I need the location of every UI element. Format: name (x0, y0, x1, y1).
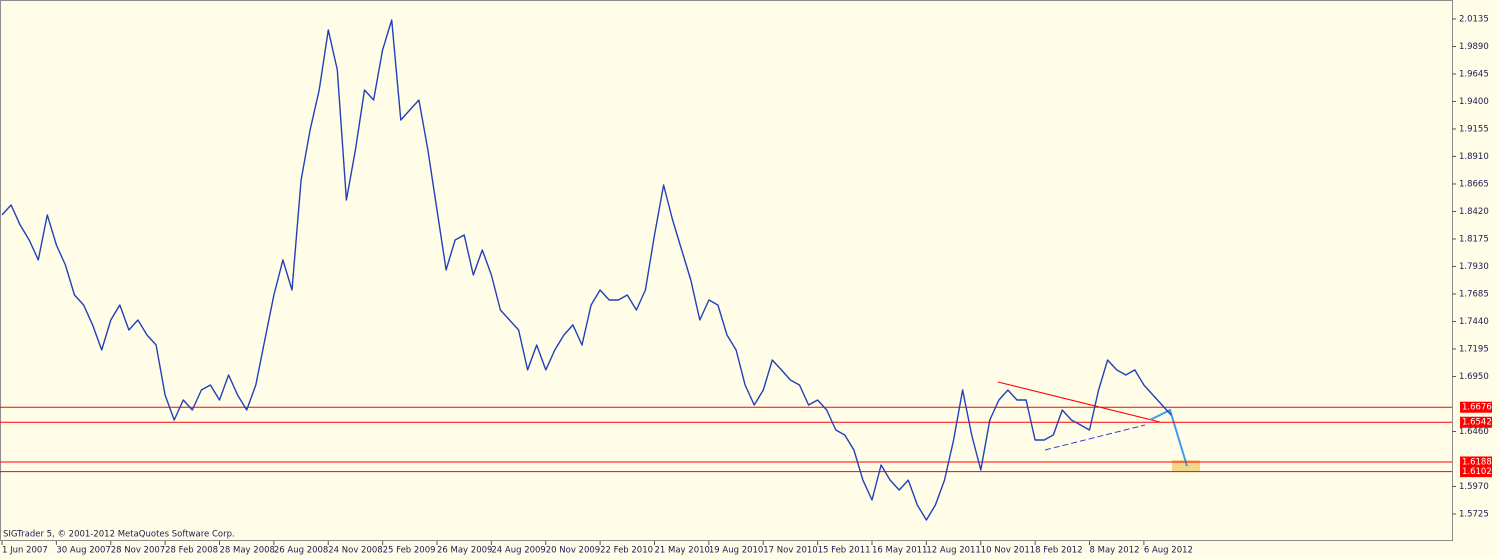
x-tick-label: 12 Aug 2011 (926, 546, 980, 556)
plot-frame (0, 0, 1453, 541)
y-tick-label: 1.5725 (1459, 509, 1489, 519)
x-tick-label: 1 Jun 2007 (2, 546, 48, 556)
y-tick-label: 1.5970 (1459, 482, 1489, 492)
level-label: 1.6676 (1462, 403, 1492, 413)
x-tick-label: 22 Feb 2010 (600, 546, 653, 556)
y-tick-label: 1.8420 (1459, 207, 1489, 217)
y-tick-label: 1.9645 (1459, 69, 1489, 79)
x-tick-label: 28 Nov 2007 (111, 546, 165, 556)
y-tick-label: 1.8175 (1459, 234, 1489, 244)
level-badge (1460, 401, 1492, 413)
x-tick-label: 24 Aug 2009 (491, 546, 545, 556)
trend-line (997, 381, 1161, 423)
level-label: 1.6102 (1462, 467, 1492, 477)
level-badge (1460, 416, 1492, 428)
y-tick-label: 1.9890 (1459, 42, 1489, 52)
x-tick-label: 8 May 2012 (1090, 546, 1140, 556)
x-tick-label: 26 May 2009 (437, 546, 492, 556)
y-tick-label: 1.9400 (1459, 97, 1489, 107)
y-tick-label: 2.0135 (1459, 14, 1489, 24)
copyright: SIGTrader 5, © 2001-2012 MetaQuotes Soft… (3, 530, 235, 540)
x-tick-label: 21 May 2010 (655, 546, 710, 556)
x-tick-label: 10 Nov 2011 (981, 546, 1035, 556)
x-tick-label: 30 Aug 2007 (56, 546, 110, 556)
y-tick-label: 1.7195 (1459, 344, 1489, 354)
forecast-path (1149, 408, 1188, 467)
x-tick-label: 20 Nov 2009 (546, 546, 600, 556)
x-tick-label: 6 Aug 2012 (1144, 546, 1193, 556)
x-tick-label: 25 Feb 2009 (383, 546, 436, 556)
level-badge (1460, 456, 1492, 468)
y-tick-label: 1.9155 (1459, 124, 1489, 134)
level-label: 1.6542 (1462, 418, 1492, 428)
level-label: 1.6188 (1462, 457, 1492, 467)
x-tick-label: 17 Nov 2010 (763, 546, 817, 556)
x-tick-label: 8 Feb 2012 (1035, 546, 1083, 556)
y-tick-label: 1.6460 (1459, 427, 1489, 437)
trend-line-dashed (1044, 424, 1146, 451)
x-tick-label: 19 Aug 2010 (709, 546, 763, 556)
price-line (1, 19, 1172, 521)
y-tick-label: 1.6950 (1459, 372, 1489, 382)
x-tick-label: 16 May 2011 (872, 546, 927, 556)
x-tick-label: 26 Aug 2008 (274, 546, 328, 556)
x-tick-label: 15 Feb 2011 (818, 546, 871, 556)
x-tick-label: 28 May 2008 (220, 546, 275, 556)
x-tick-label: 24 Nov 2008 (328, 546, 382, 556)
y-tick-label: 1.7685 (1459, 289, 1489, 299)
level-badge (1460, 466, 1492, 478)
y-tick-label: 1.8665 (1459, 179, 1489, 189)
y-tick-label: 1.8910 (1459, 152, 1489, 162)
y-tick-label: 1.7930 (1459, 262, 1489, 272)
x-tick-label: 28 Feb 2008 (165, 546, 218, 556)
y-tick-label: 1.7440 (1459, 317, 1489, 327)
